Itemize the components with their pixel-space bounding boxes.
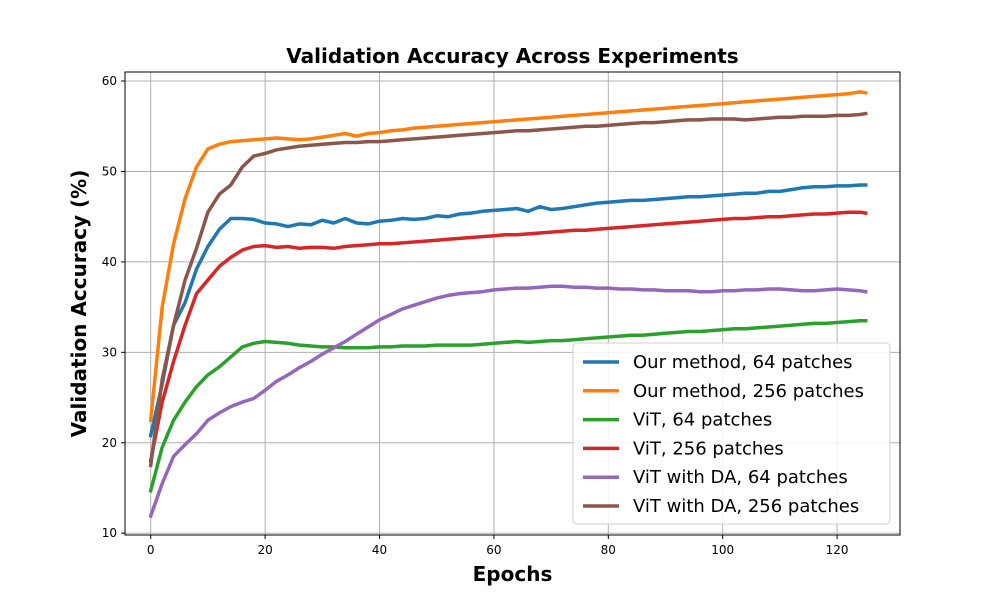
legend-entry-label: Our method, 256 patches: [633, 381, 864, 402]
y-axis-ticks: 10 20 30 40 50 60: [102, 74, 125, 540]
x-tick-label: 80: [601, 543, 616, 557]
x-axis-ticks: 0 20 40 60 80 100 120: [147, 535, 849, 557]
x-tick-label: 60: [486, 543, 501, 557]
x-tick-label: 0: [147, 543, 155, 557]
legend-entry-label: ViT, 256 patches: [633, 438, 784, 459]
legend-entry-label: Our method, 64 patches: [633, 352, 853, 373]
y-tick-label: 30: [102, 345, 117, 359]
legend-entry-label: ViT, 64 patches: [633, 410, 772, 431]
y-tick-label: 60: [102, 74, 117, 88]
series-line-5: [148, 284, 868, 519]
legend-entry-label: ViT with DA, 256 patches: [633, 496, 859, 517]
x-tick-label: 20: [257, 543, 272, 557]
legend-entry-label: ViT with DA, 64 patches: [633, 467, 848, 488]
x-tick-label: 100: [711, 543, 734, 557]
y-axis-label: Validation Accuracy (%): [67, 170, 91, 438]
legend: Our method, 64 patches Our method, 256 pa…: [572, 342, 891, 525]
x-axis-label: Epochs: [473, 562, 553, 586]
series-line-6: [148, 111, 868, 468]
x-tick-label: 40: [372, 543, 387, 557]
series-line-3: [148, 318, 868, 493]
series-line-1: [148, 183, 868, 438]
x-tick-label: 120: [826, 543, 849, 557]
y-tick-label: 20: [102, 436, 117, 450]
series-line-2: [148, 90, 868, 423]
series-line-4: [148, 210, 868, 463]
chart-title: Validation Accuracy Across Experiments: [286, 44, 738, 68]
y-tick-label: 50: [102, 164, 117, 178]
legend-box: [572, 342, 891, 525]
series-layer: [148, 90, 868, 519]
plot-frame: [124, 71, 901, 536]
y-tick-label: 10: [102, 526, 117, 540]
y-tick-label: 40: [102, 255, 117, 269]
